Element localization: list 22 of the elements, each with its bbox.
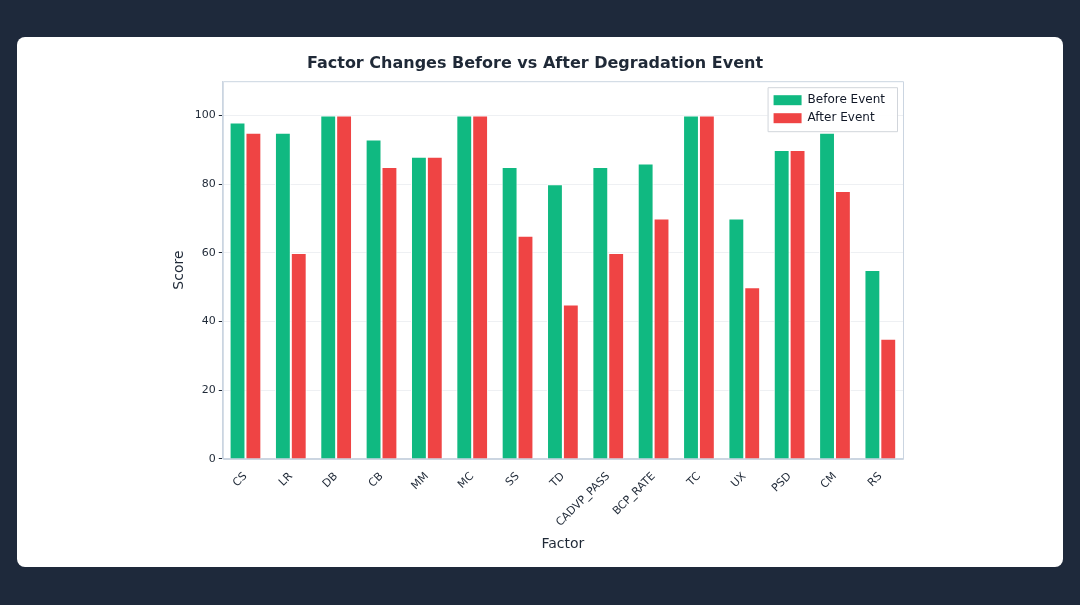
- y-tick-label: 40: [201, 314, 216, 328]
- legend-label: Before Event: [807, 92, 886, 107]
- y-tick-label: 60: [201, 245, 216, 259]
- x-axis-title: Factor: [541, 535, 585, 552]
- x-tick-label: CS: [230, 469, 250, 490]
- y-tick-label: 0: [208, 451, 216, 465]
- y-tick-label: 100: [194, 108, 216, 122]
- x-tick-label: LR: [276, 469, 296, 489]
- x-tick-label: CB: [365, 469, 386, 490]
- x-tick-label: CM: [817, 469, 840, 491]
- y-tick-label: 20: [201, 383, 216, 397]
- legend-label: After Event: [807, 110, 875, 125]
- x-tick-label: RS: [864, 469, 885, 490]
- y-axis-title: Score: [170, 250, 187, 290]
- x-tick-label: MC: [455, 469, 477, 491]
- x-tick-label: SS: [502, 469, 522, 489]
- x-tick-label: UX: [728, 469, 749, 490]
- x-tick-label: MM: [408, 469, 431, 493]
- y-tick-label: 80: [201, 177, 216, 191]
- chart-title: Factor Changes Before vs After Degradation Event: [306, 52, 764, 72]
- x-tick-label: DB: [319, 469, 341, 491]
- x-tick-label: TC: [683, 469, 704, 490]
